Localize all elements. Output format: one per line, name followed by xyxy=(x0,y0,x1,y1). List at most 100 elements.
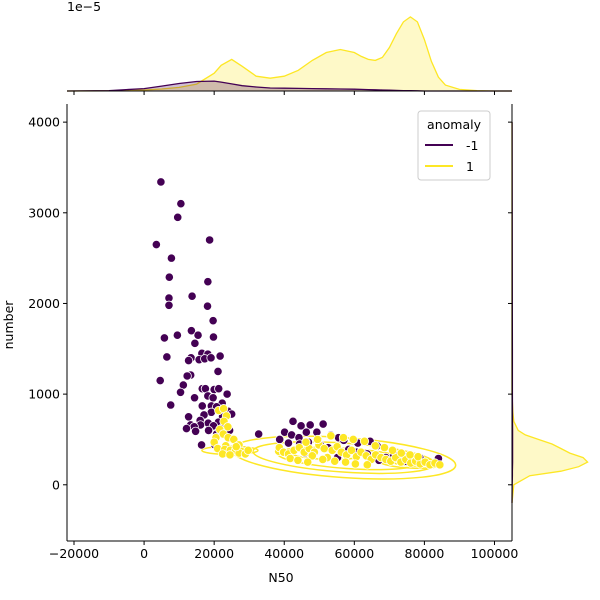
x-tick-label: −20000 xyxy=(49,546,99,561)
scatter-point-anomaly-neg1 xyxy=(190,426,201,436)
scatter-point-anomaly-1 xyxy=(413,452,423,462)
scatter-point-anomaly-neg1 xyxy=(275,434,285,445)
scatter-point-anomaly-1 xyxy=(285,453,295,464)
legend: anomaly -1 1 xyxy=(417,110,491,181)
y-tick-label: 3000 xyxy=(28,205,60,220)
scatter-point-anomaly-neg1 xyxy=(206,353,216,363)
scatter-point-anomaly-1 xyxy=(435,460,445,470)
scatter-point-anomaly-neg1 xyxy=(175,387,186,397)
scatter-point-anomaly-neg1 xyxy=(159,333,170,343)
legend-label-anomaly-neg1: -1 xyxy=(466,138,478,153)
x-tick-label: 100000 xyxy=(471,546,519,561)
top-marginal-offset-label: 1e−5 xyxy=(67,0,101,14)
scatter-point-anomaly-1 xyxy=(396,448,406,458)
scatter-point-anomaly-neg1 xyxy=(203,425,214,435)
scatter-point-anomaly-1 xyxy=(307,451,317,461)
legend-label-anomaly-1: 1 xyxy=(466,159,474,174)
y-tick-label: 0 xyxy=(52,477,60,492)
scatter-point-anomaly-neg1 xyxy=(197,401,207,411)
scatter-point-anomaly-neg1 xyxy=(151,239,161,250)
y-tick-label: 4000 xyxy=(28,115,60,130)
scatter-point-anomaly-neg1 xyxy=(156,177,166,187)
y-tick-label: 1000 xyxy=(28,387,60,402)
scatter-point-anomaly-neg1 xyxy=(215,351,225,361)
scatter-point-anomaly-neg1 xyxy=(202,301,213,311)
scatter-point-anomaly-1 xyxy=(346,445,357,455)
scatter-point-anomaly-neg1 xyxy=(296,421,306,431)
scatter-point-anomaly-neg1 xyxy=(283,438,294,448)
y-axis-label: number xyxy=(1,300,16,350)
scatter-point-anomaly-1 xyxy=(338,433,349,443)
scatter-point-anomaly-1 xyxy=(231,442,241,452)
scatter-point-anomaly-neg1 xyxy=(189,393,200,403)
scatter-point-anomaly-1 xyxy=(370,441,380,451)
legend-title: anomaly xyxy=(427,117,482,132)
scatter-point-anomaly-neg1 xyxy=(181,423,192,434)
top-kde-line-1 xyxy=(66,16,512,92)
scatter-point-anomaly-1 xyxy=(340,457,351,467)
scatter-point-anomaly-neg1 xyxy=(205,235,215,245)
x-tick-label: 80000 xyxy=(405,546,445,561)
main-scatter-plot xyxy=(151,177,457,480)
scatter-point-anomaly-neg1 xyxy=(183,412,194,422)
scatter-point-anomaly-neg1 xyxy=(155,375,165,386)
scatter-point-anomaly-1 xyxy=(348,434,358,445)
scatter-point-anomaly-1 xyxy=(379,443,390,453)
scatter-point-anomaly-neg1 xyxy=(190,338,200,348)
x-axis-label: N50 xyxy=(268,570,293,585)
scatter-point-anomaly-neg1 xyxy=(162,352,172,362)
scatter-point-anomaly-neg1 xyxy=(214,384,224,394)
scatter-point-anomaly-1 xyxy=(225,450,235,460)
scatter-point-anomaly-1 xyxy=(243,445,253,455)
x-tick-label: 20000 xyxy=(194,546,234,561)
scatter-point-anomaly-neg1 xyxy=(196,440,207,450)
scatter-point-anomaly-neg1 xyxy=(208,316,218,326)
axes: −20000 0 20000 40000 60000 80000 100000 0 1000 20… xyxy=(28,104,518,561)
top-marginal-kde xyxy=(66,16,512,95)
scatter-point-anomaly-neg1 xyxy=(173,212,183,222)
top-kde-fill-1 xyxy=(67,16,512,91)
scatter-point-anomaly-1 xyxy=(319,443,329,454)
scatter-point-anomaly-neg1 xyxy=(208,332,219,342)
scatter-points xyxy=(151,177,445,470)
x-tick-label: 40000 xyxy=(264,546,304,561)
scatter-point-anomaly-neg1 xyxy=(164,272,174,282)
y-tick-label: 2000 xyxy=(28,296,60,311)
scatter-point-anomaly-neg1 xyxy=(318,419,328,429)
right-marginal-kde xyxy=(508,104,589,541)
scatter-point-anomaly-neg1 xyxy=(166,400,176,410)
scatter-point-anomaly-1 xyxy=(301,437,311,447)
scatter-point-anomaly-neg1 xyxy=(305,420,315,430)
scatter-point-anomaly-neg1 xyxy=(164,300,174,310)
scatter-point-anomaly-neg1 xyxy=(301,427,311,437)
scatter-point-anomaly-1 xyxy=(312,434,323,445)
scatter-point-anomaly-neg1 xyxy=(186,326,196,336)
scatter-point-anomaly-1 xyxy=(303,457,313,467)
x-tick-label: 60000 xyxy=(334,546,374,561)
scatter-point-anomaly-neg1 xyxy=(176,199,186,209)
scatter-point-anomaly-1 xyxy=(362,460,372,470)
top-kde-fill-neg1 xyxy=(67,81,512,91)
scatter-point-anomaly-neg1 xyxy=(187,291,197,301)
scatter-point-anomaly-1 xyxy=(318,454,328,465)
scatter-point-anomaly-neg1 xyxy=(288,416,298,426)
scatter-point-anomaly-1 xyxy=(330,456,340,466)
scatter-point-anomaly-neg1 xyxy=(213,366,223,377)
scatter-point-anomaly-1 xyxy=(326,431,336,441)
scatter-point-anomaly-neg1 xyxy=(208,393,218,403)
scatter-point-anomaly-neg1 xyxy=(183,355,194,366)
legend-frame xyxy=(417,110,491,181)
scatter-point-anomaly-neg1 xyxy=(172,330,182,340)
right-kde-fill-1 xyxy=(512,122,588,503)
scatter-point-anomaly-neg1 xyxy=(193,330,203,340)
x-tick-label: 0 xyxy=(140,546,148,561)
scatter-point-anomaly-neg1 xyxy=(182,371,192,381)
scatter-point-anomaly-1 xyxy=(387,445,398,455)
scatter-point-anomaly-neg1 xyxy=(254,429,264,439)
scatter-point-anomaly-1 xyxy=(350,459,360,469)
scatter-point-anomaly-1 xyxy=(293,455,303,465)
scatter-point-anomaly-neg1 xyxy=(166,253,177,263)
scatter-point-anomaly-1 xyxy=(223,422,233,432)
